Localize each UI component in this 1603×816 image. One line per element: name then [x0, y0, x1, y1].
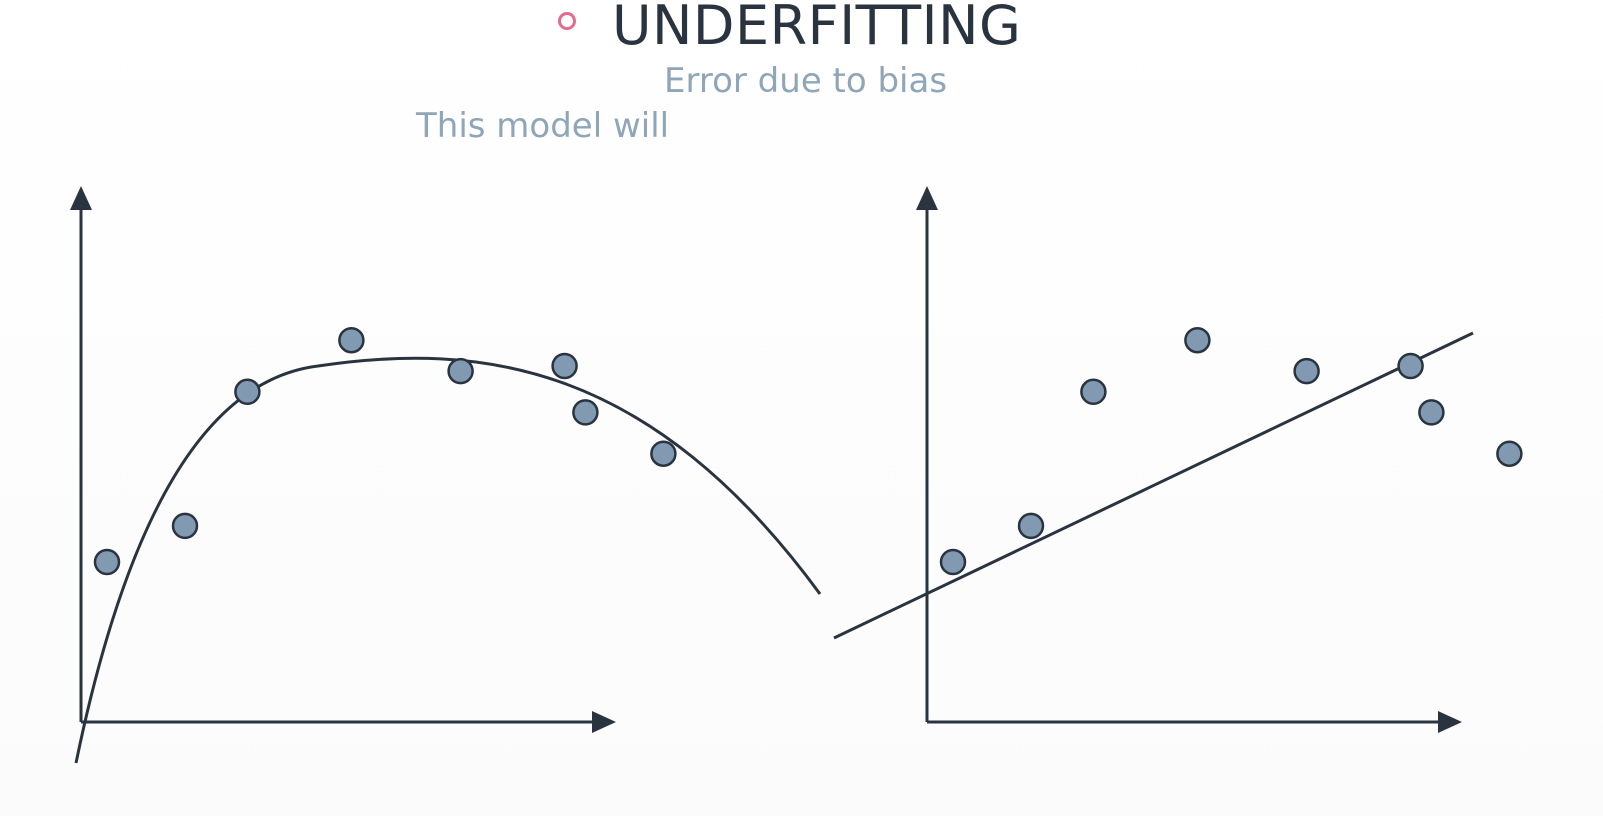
- line-fit-point-5: [1293, 357, 1320, 385]
- slide-subtitle: Error due to bias: [664, 61, 948, 101]
- line-fit-point-8: [1496, 440, 1523, 467]
- slide-caption: This model will: [416, 106, 670, 146]
- right-y-axis-arrow-icon: [916, 186, 938, 210]
- slide-title: UNDERFITTING: [612, 0, 1022, 57]
- curve-fit-point-7: [572, 399, 599, 426]
- right-x-axis-arrow-icon: [1438, 711, 1462, 733]
- right-panel: [833, 186, 1523, 733]
- left-fit-curve: [74, 356, 822, 764]
- circle-outline-icon: [558, 12, 576, 30]
- right-fit-line: [833, 331, 1474, 640]
- left-points: [93, 326, 677, 576]
- line-fit-point-1: [939, 548, 967, 576]
- curve-fit-point-1: [93, 548, 121, 576]
- left-panel: [70, 186, 822, 764]
- right-points: [939, 326, 1523, 576]
- curve-fit-point-5: [447, 357, 474, 385]
- curve-fit-point-4: [338, 326, 365, 354]
- curve-fit-point-2: [171, 512, 199, 540]
- curve-fit-point-3: [234, 378, 261, 406]
- line-fit-point-3: [1080, 378, 1107, 406]
- curve-fit-point-8: [650, 440, 677, 467]
- line-fit-point-4: [1184, 326, 1211, 354]
- left-y-axis-arrow-icon: [70, 186, 92, 210]
- left-x-axis-arrow-icon: [592, 711, 616, 733]
- line-fit-point-7: [1418, 399, 1445, 426]
- curve-fit-point-6: [551, 352, 578, 380]
- line-fit-point-6: [1397, 352, 1424, 380]
- line-fit-point-2: [1017, 512, 1045, 540]
